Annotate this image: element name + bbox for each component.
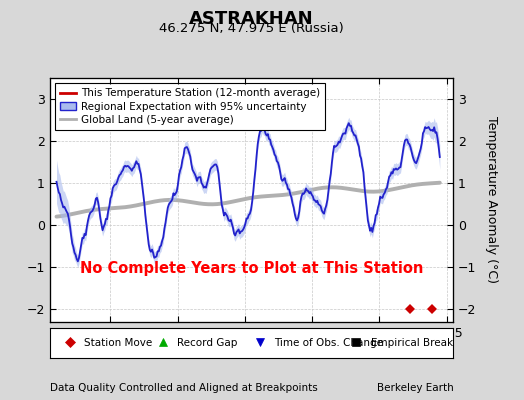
Text: Empirical Break: Empirical Break (370, 338, 453, 348)
Text: No Complete Years to Plot at This Station: No Complete Years to Plot at This Statio… (80, 261, 423, 276)
Legend: This Temperature Station (12-month average), Regional Expectation with 95% uncer: This Temperature Station (12-month avera… (55, 83, 325, 130)
Text: Record Gap: Record Gap (177, 338, 237, 348)
Text: Station Move: Station Move (84, 338, 152, 348)
Text: ASTRAKHAN: ASTRAKHAN (189, 10, 314, 28)
Y-axis label: Temperature Anomaly (°C): Temperature Anomaly (°C) (485, 116, 498, 284)
Text: 46.275 N, 47.975 E (Russia): 46.275 N, 47.975 E (Russia) (159, 22, 344, 35)
Text: Time of Obs. Change: Time of Obs. Change (274, 338, 383, 348)
Text: Data Quality Controlled and Aligned at Breakpoints: Data Quality Controlled and Aligned at B… (50, 383, 318, 393)
Text: Berkeley Earth: Berkeley Earth (377, 383, 453, 393)
